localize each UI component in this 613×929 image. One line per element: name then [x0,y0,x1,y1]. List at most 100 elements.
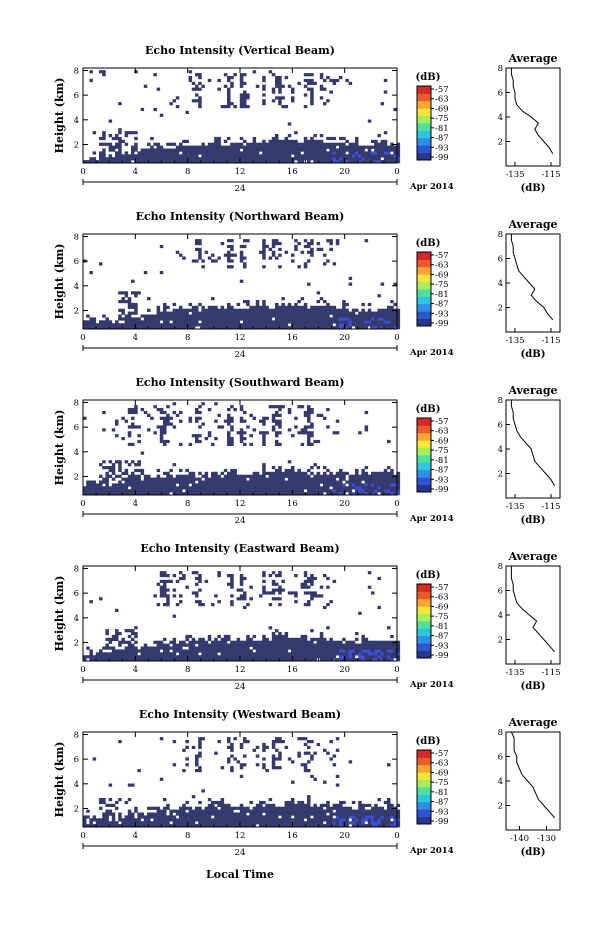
echo-cell [364,486,369,490]
colorbar-tick-label: -63 [435,427,449,437]
echo-cell [374,477,378,481]
echo-cell [227,431,231,435]
echo-cell [374,815,378,819]
echo-cell [313,305,317,309]
echo-cell [390,809,394,813]
echo-cell [204,486,209,490]
echo-cell [95,489,100,493]
echo-cell [278,574,282,578]
echo-cell [310,658,314,662]
echo-cell [217,320,221,324]
echo-cell [236,311,241,315]
echo-cell [102,800,106,805]
echo-cell [281,649,285,653]
echo-cell [220,486,225,490]
echo-cell [396,477,401,481]
echo-cell [348,492,353,496]
echo-cell [121,486,125,490]
echo-cell [147,806,151,810]
echo-cell [310,480,314,484]
echo-cell [195,242,199,246]
echo-cell [131,320,135,324]
echo-cell [127,297,132,301]
echo-cell [361,160,365,164]
echo-cell [329,815,333,819]
colorbar-swatch [417,440,431,448]
echo-cell [207,812,212,816]
echo-cell [294,131,298,135]
echo-cell [377,605,381,610]
echo-cell [83,416,87,420]
echo-cell [339,806,343,810]
echo-cell [217,803,221,807]
echo-cell [195,760,199,764]
echo-cell [211,477,215,481]
echo-cell [239,311,244,315]
echo-cell [111,815,116,819]
echo-cell [124,824,129,828]
echo-cell [163,483,167,487]
echo-cell [390,634,394,639]
echo-cell [313,824,317,828]
echo-cell [281,655,285,659]
echo-cell [342,489,346,493]
echo-cell [249,474,253,478]
echo-cell [246,824,250,828]
echo-cell [230,594,234,598]
echo-cell [134,136,138,141]
echo-cell [310,579,314,583]
echo-cell [179,492,183,496]
echo-cell [143,84,148,88]
echo-cell [271,419,276,423]
echo-cell [137,483,141,487]
echo-cell [166,317,170,321]
colorbar-tick-label: -75 [435,778,449,788]
echo-cell [214,637,218,641]
echo-cell [332,154,337,158]
echo-cell [367,311,372,315]
x-tick-label: 0 [394,499,399,509]
echo-cell [124,314,129,318]
echo-cell [185,763,189,767]
echo-cell [307,591,311,595]
echo-cell [211,317,215,321]
echo-cell [191,317,196,321]
echo-cell [278,305,282,309]
echo-cell [246,634,250,639]
echo-cell [150,317,154,321]
echo-cell [195,582,199,586]
echo-cell [223,160,228,164]
echo-cell [169,824,173,828]
echo-cell [246,148,250,152]
echo-cell [188,649,193,653]
echo-cell [307,812,311,816]
echo-cell [134,486,138,490]
echo-cell [214,806,218,810]
echo-cell [326,320,330,324]
echo-cell [131,486,135,490]
echo-cell [387,818,391,822]
echo-cell [371,652,375,656]
echo-cell [294,594,298,598]
echo-cell [115,483,119,487]
echo-cell [89,326,93,330]
echo-cell [105,477,109,481]
echo-cell [89,600,93,604]
echo-cell [198,745,202,749]
echo-cell [175,818,180,822]
echo-cell [265,643,269,647]
echo-cell [115,489,119,493]
echo-cell [265,483,269,487]
echo-cell [281,643,285,647]
echo-cell [303,142,308,146]
echo-cell [217,477,221,481]
echo-cell [287,428,292,432]
echo-cell [271,244,276,249]
echo-cell [89,658,93,662]
echo-cell [252,160,257,164]
echo-cell [111,812,116,816]
echo-cell [364,320,369,324]
echo-cell [271,809,276,813]
echo-cell [348,489,353,493]
x-tick-label: 16 [287,499,298,509]
